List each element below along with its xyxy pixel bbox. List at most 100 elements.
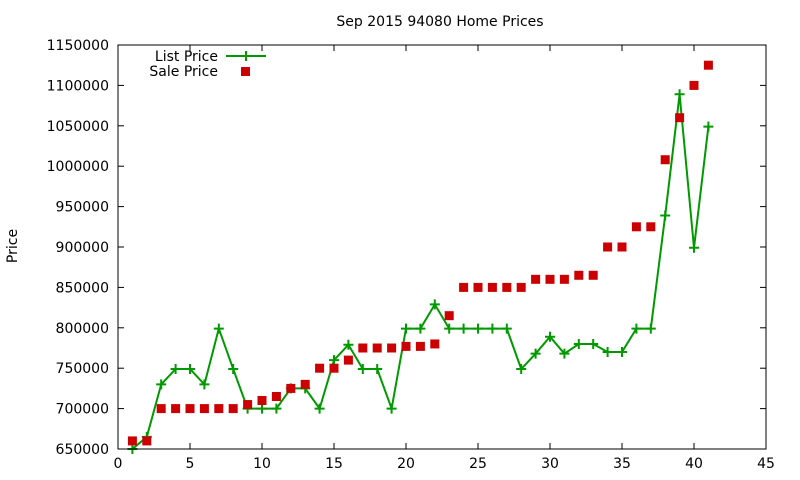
x-tick-label: 30: [541, 456, 559, 472]
sale-price-point: [171, 404, 181, 414]
list-price-point: [458, 323, 469, 334]
sale-price-point: [372, 343, 382, 353]
list-price-point: [660, 210, 671, 221]
list-price-line: [131, 94, 710, 450]
sale-price-point: [185, 404, 195, 414]
sale-price-point: [257, 396, 267, 406]
sale-price-point: [127, 436, 137, 446]
list-price-point: [213, 323, 224, 334]
list-price-point: [487, 323, 498, 334]
sale-price-point: [675, 113, 685, 123]
sale-price-point: [315, 363, 325, 373]
y-tick-label: 700000: [56, 402, 109, 418]
y-axis-label: Price: [5, 229, 21, 263]
y-tick-label: 950000: [56, 200, 109, 216]
list-price-point: [545, 331, 555, 342]
sale-price-point: [473, 282, 483, 292]
y-tick-label: 800000: [56, 321, 109, 337]
x-tick-label: 20: [397, 456, 415, 472]
sale-price-point: [358, 343, 368, 353]
y-tick-label: 1000000: [47, 159, 109, 175]
list-price-point: [199, 379, 210, 390]
legend-label-sale-price: Sale Price: [149, 64, 218, 80]
list-price-point: [415, 323, 426, 334]
sale-price-point: [228, 404, 238, 414]
sale-price-point: [617, 242, 627, 252]
y-tick-label: 1150000: [47, 38, 109, 54]
sale-price-point: [646, 222, 656, 232]
sale-price-point: [199, 404, 209, 414]
sale-price-point: [588, 270, 598, 280]
list-price-point: [631, 323, 642, 334]
x-tick-label: 45: [757, 456, 775, 472]
sale-price-point: [459, 282, 469, 292]
list-price-point: [444, 323, 455, 334]
x-tick-label: 25: [469, 456, 487, 472]
list-price-point: [588, 338, 599, 349]
x-tick-label: 0: [114, 456, 123, 472]
list-price-point: [429, 299, 440, 310]
list-price-point: [357, 364, 368, 375]
sale-price-point: [444, 311, 454, 321]
list-price-point: [602, 347, 613, 358]
list-price-point: [185, 364, 195, 375]
x-tick-label: 10: [253, 456, 271, 472]
x-tick-label: 15: [325, 456, 343, 472]
y-tick-label: 650000: [56, 442, 109, 458]
sale-price-point: [387, 343, 397, 353]
sale-price-point: [703, 60, 713, 70]
list-price-point: [228, 364, 239, 375]
sale-price-point: [286, 383, 296, 393]
y-tick-label: 1100000: [47, 78, 109, 94]
list-price-point: [343, 339, 354, 350]
sale-price-point: [603, 242, 613, 252]
sale-price-point: [300, 379, 310, 389]
sale-price-point: [142, 436, 152, 446]
sale-price-point: [660, 155, 670, 165]
list-price-point: [501, 323, 512, 334]
sale-price-point: [516, 282, 526, 292]
list-price-point: [170, 364, 181, 375]
sale-price-point: [631, 222, 641, 232]
list-price-point: [401, 323, 411, 334]
list-price-point: [617, 347, 627, 358]
list-price-point: [156, 379, 167, 390]
y-tick-label: 750000: [56, 361, 109, 377]
sale-price-point: [271, 391, 281, 401]
list-price-point: [386, 403, 397, 414]
legend: List Price Sale Price: [149, 49, 266, 80]
list-price-point: [645, 323, 656, 334]
sale-price-point: [559, 274, 569, 284]
legend-label-list-price: List Price: [155, 49, 218, 65]
x-tick-label: 40: [685, 456, 703, 472]
x-tick-label: 5: [186, 456, 195, 472]
legend-marker-list-price: [241, 51, 251, 61]
sale-price-point: [689, 80, 699, 90]
list-price-point: [257, 403, 267, 414]
sale-price-point: [487, 282, 497, 292]
list-price-point: [703, 121, 714, 132]
y-tick-label: 850000: [56, 280, 109, 296]
list-price-point: [689, 242, 699, 253]
sale-price-point: [343, 355, 353, 365]
list-price-point: [372, 364, 383, 375]
sale-price-point: [415, 341, 425, 351]
list-price-point: [530, 348, 541, 359]
axis-ticks: 0 5 10 15 20 25 30 35 40 45 650000 700000 750000 8000…: [47, 38, 775, 472]
sale-price-point: [156, 404, 166, 414]
sale-price-point: [329, 363, 339, 373]
list-price-point: [271, 403, 282, 414]
y-tick-label: 1050000: [47, 119, 109, 135]
sale-price-point: [430, 339, 440, 349]
sale-price-point: [545, 274, 555, 284]
sale-price-point: [574, 270, 584, 280]
sale-price-point: [502, 282, 512, 292]
sale-price-point: [401, 341, 411, 351]
list-price-point: [516, 364, 527, 375]
sale-price-point: [214, 404, 224, 414]
series-layer: [127, 60, 714, 454]
list-price-point: [674, 89, 685, 100]
sale-price-point: [243, 400, 253, 410]
list-price-point: [559, 348, 570, 359]
